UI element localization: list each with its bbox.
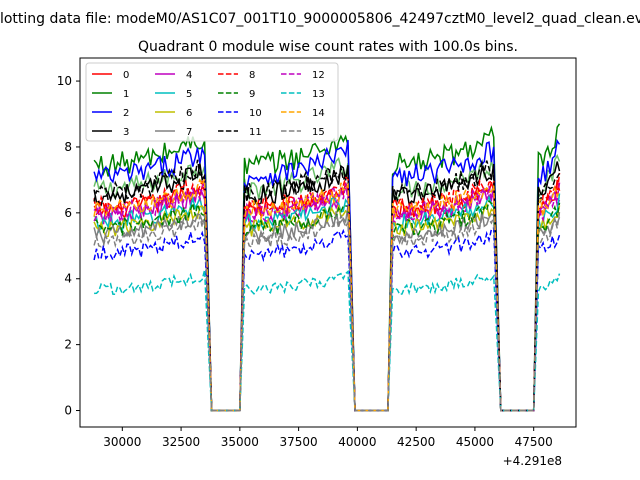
series-line-10	[93, 226, 561, 412]
series-line-9	[93, 199, 561, 412]
x-tick-label: 47500	[515, 435, 553, 449]
legend-label: 12	[312, 70, 325, 81]
legend-label: 0	[123, 70, 129, 81]
legend-label: 4	[186, 70, 192, 81]
y-tick-label: 4	[64, 272, 72, 286]
legend-label: 5	[186, 89, 192, 100]
x-tick-label: 32500	[162, 435, 200, 449]
series-line-7	[93, 206, 561, 412]
legend-label: 1	[123, 89, 129, 100]
legend-label: 6	[186, 108, 192, 119]
legend-label: 10	[249, 108, 262, 119]
series-line-1	[93, 123, 561, 412]
series-line-14	[93, 178, 561, 412]
x-offset-text: +4.291e8	[503, 454, 562, 468]
series-line-3	[93, 161, 561, 412]
series-line-13	[94, 269, 561, 412]
legend-label: 8	[249, 70, 255, 81]
legend-label: 9	[249, 89, 255, 100]
legend-label: 14	[312, 108, 325, 119]
x-tick-label: 30000	[103, 435, 141, 449]
series-line-2	[93, 138, 561, 412]
series-line-15	[93, 211, 561, 412]
y-tick-label: 6	[64, 206, 72, 220]
y-tick-label: 8	[64, 140, 72, 154]
y-axis: 0 2 4 6 8 10	[57, 74, 80, 418]
x-tick-label: 45000	[456, 435, 494, 449]
legend-label: 2	[123, 108, 129, 119]
legend-label: 7	[186, 127, 192, 138]
y-tick-label: 10	[57, 74, 72, 88]
legend-label: 13	[312, 89, 325, 100]
legend-label: 15	[312, 127, 325, 138]
legend-box	[85, 62, 339, 142]
y-tick-label: 2	[64, 338, 72, 352]
series-layer	[93, 123, 561, 412]
series-line-11	[93, 159, 561, 412]
legend-label: 3	[123, 127, 129, 138]
series-line-12	[93, 181, 561, 412]
x-axis: 30000 32500 35000 37500 40000 42500 45000 47500	[103, 427, 553, 449]
y-tick-label: 0	[64, 404, 72, 418]
x-tick-label: 42500	[397, 435, 435, 449]
x-tick-label: 35000	[221, 435, 259, 449]
x-tick-label: 37500	[280, 435, 318, 449]
plot-frame	[79, 57, 577, 428]
series-line-8	[93, 172, 561, 412]
x-tick-label: 40000	[338, 435, 376, 449]
figure-suptitle: Plotting data file: modeM0/AS1C07_001T10…	[0, 11, 640, 27]
chart-title: Quadrant 0 module wise count rates with …	[138, 39, 518, 55]
legend-label: 11	[249, 127, 262, 138]
